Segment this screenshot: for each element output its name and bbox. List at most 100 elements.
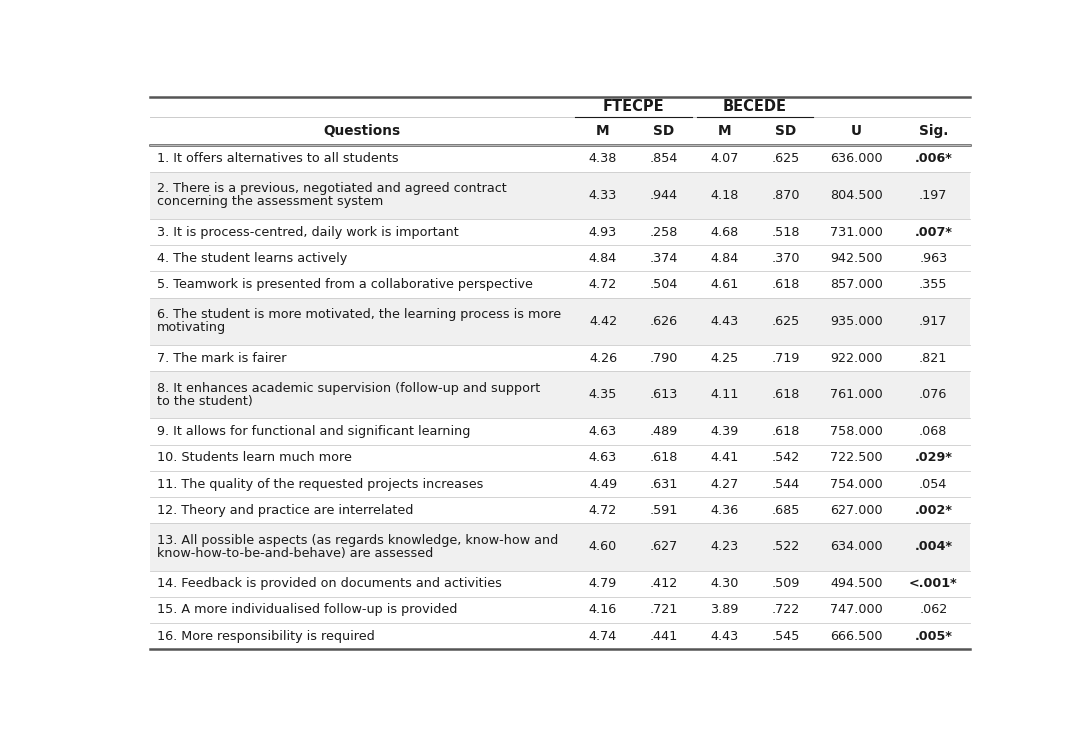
Text: .004*: .004* — [914, 540, 952, 553]
Text: 4.84: 4.84 — [589, 252, 617, 265]
Bar — [150, 570, 969, 597]
Bar — [150, 116, 969, 146]
Text: BECEDE: BECEDE — [723, 99, 787, 114]
Text: .029*: .029* — [914, 451, 952, 464]
Text: .870: .870 — [771, 188, 800, 202]
Text: 4.42: 4.42 — [589, 315, 617, 328]
Text: 3.89: 3.89 — [711, 604, 739, 617]
Text: 922.000: 922.000 — [830, 352, 883, 364]
Bar — [150, 623, 969, 649]
Text: .007*: .007* — [914, 225, 952, 238]
Text: .625: .625 — [771, 152, 800, 165]
Bar — [150, 523, 969, 570]
Text: .618: .618 — [771, 425, 800, 438]
Text: 9. It allows for functional and significant learning: 9. It allows for functional and signific… — [157, 425, 471, 438]
Text: know-how-to-be-and-behave) are assessed: know-how-to-be-and-behave) are assessed — [157, 547, 433, 560]
Text: .821: .821 — [919, 352, 948, 364]
Text: .722: .722 — [771, 604, 800, 617]
Text: .944: .944 — [650, 188, 678, 202]
Text: U: U — [850, 124, 862, 138]
Text: 4.11: 4.11 — [711, 389, 739, 401]
Text: 754.000: 754.000 — [830, 478, 883, 490]
Text: 627.000: 627.000 — [830, 503, 883, 517]
Text: 11. The quality of the requested projects increases: 11. The quality of the requested project… — [157, 478, 484, 490]
Text: 4.68: 4.68 — [711, 225, 739, 238]
Text: motivating: motivating — [157, 321, 226, 334]
Text: .626: .626 — [650, 315, 678, 328]
Text: 4.49: 4.49 — [589, 478, 617, 490]
Text: 4.30: 4.30 — [711, 577, 739, 590]
Text: concerning the assessment system: concerning the assessment system — [157, 195, 383, 208]
Text: 13. All possible aspects (as regards knowledge, know-how and: 13. All possible aspects (as regards kno… — [157, 534, 558, 547]
Text: 4.93: 4.93 — [589, 225, 617, 238]
Text: 4.38: 4.38 — [589, 152, 617, 165]
Text: 4.35: 4.35 — [589, 389, 617, 401]
Text: 935.000: 935.000 — [830, 315, 883, 328]
Text: SD: SD — [775, 124, 796, 138]
Text: 4.18: 4.18 — [711, 188, 739, 202]
Text: 722.500: 722.500 — [830, 451, 883, 464]
Bar — [150, 245, 969, 272]
Text: .627: .627 — [649, 540, 678, 553]
Text: 942.500: 942.500 — [830, 252, 883, 265]
Text: 4.43: 4.43 — [711, 630, 739, 643]
Text: .441: .441 — [649, 630, 678, 643]
Bar — [150, 597, 969, 623]
Text: 4.33: 4.33 — [589, 188, 617, 202]
Text: .917: .917 — [919, 315, 948, 328]
Text: 6. The student is more motivated, the learning process is more: 6. The student is more motivated, the le… — [157, 308, 562, 321]
Text: .370: .370 — [771, 252, 800, 265]
Text: 16. More responsibility is required: 16. More responsibility is required — [157, 630, 374, 643]
Text: 12. Theory and practice are interrelated: 12. Theory and practice are interrelated — [157, 503, 413, 517]
Text: 4. The student learns actively: 4. The student learns actively — [157, 252, 347, 265]
Text: .002*: .002* — [914, 503, 952, 517]
Text: 5. Teamwork is presented from a collaborative perspective: 5. Teamwork is presented from a collabor… — [157, 278, 533, 291]
Text: M: M — [717, 124, 731, 138]
Text: 4.07: 4.07 — [711, 152, 739, 165]
Text: Questions: Questions — [322, 124, 400, 138]
Text: M: M — [596, 124, 610, 138]
Text: 4.36: 4.36 — [711, 503, 739, 517]
Text: <.001*: <.001* — [909, 577, 958, 590]
Bar — [150, 345, 969, 371]
Text: .631: .631 — [649, 478, 678, 490]
Text: .613: .613 — [649, 389, 678, 401]
Text: 494.500: 494.500 — [830, 577, 883, 590]
Text: .062: .062 — [920, 604, 948, 617]
Text: .504: .504 — [649, 278, 678, 291]
Text: 10. Students learn much more: 10. Students learn much more — [157, 451, 352, 464]
Text: .489: .489 — [649, 425, 678, 438]
Bar — [150, 219, 969, 245]
Bar — [150, 146, 969, 171]
Text: .006*: .006* — [914, 152, 952, 165]
Text: .721: .721 — [649, 604, 678, 617]
Text: 4.26: 4.26 — [589, 352, 617, 364]
Text: 4.27: 4.27 — [711, 478, 739, 490]
Text: 4.84: 4.84 — [711, 252, 739, 265]
Bar — [150, 497, 969, 523]
Text: .355: .355 — [919, 278, 948, 291]
Text: 2. There is a previous, negotiated and agreed contract: 2. There is a previous, negotiated and a… — [157, 183, 506, 195]
Text: 804.500: 804.500 — [830, 188, 883, 202]
Text: .068: .068 — [919, 425, 948, 438]
Text: .197: .197 — [919, 188, 948, 202]
Text: 4.63: 4.63 — [589, 451, 617, 464]
Bar — [150, 272, 969, 297]
Text: 3. It is process-centred, daily work is important: 3. It is process-centred, daily work is … — [157, 225, 459, 238]
Text: 4.72: 4.72 — [589, 278, 617, 291]
Text: 4.74: 4.74 — [589, 630, 617, 643]
Text: 4.43: 4.43 — [711, 315, 739, 328]
Text: .544: .544 — [771, 478, 800, 490]
Text: .618: .618 — [649, 451, 678, 464]
Bar — [150, 97, 969, 116]
Text: .685: .685 — [771, 503, 800, 517]
Text: .076: .076 — [919, 389, 948, 401]
Text: 4.23: 4.23 — [711, 540, 739, 553]
Text: 1. It offers alternatives to all students: 1. It offers alternatives to all student… — [157, 152, 398, 165]
Text: .509: .509 — [771, 577, 800, 590]
Text: 15. A more individualised follow-up is provided: 15. A more individualised follow-up is p… — [157, 604, 458, 617]
Text: .054: .054 — [919, 478, 948, 490]
Text: SD: SD — [654, 124, 674, 138]
Text: 7. The mark is fairer: 7. The mark is fairer — [157, 352, 287, 364]
Text: 4.63: 4.63 — [589, 425, 617, 438]
